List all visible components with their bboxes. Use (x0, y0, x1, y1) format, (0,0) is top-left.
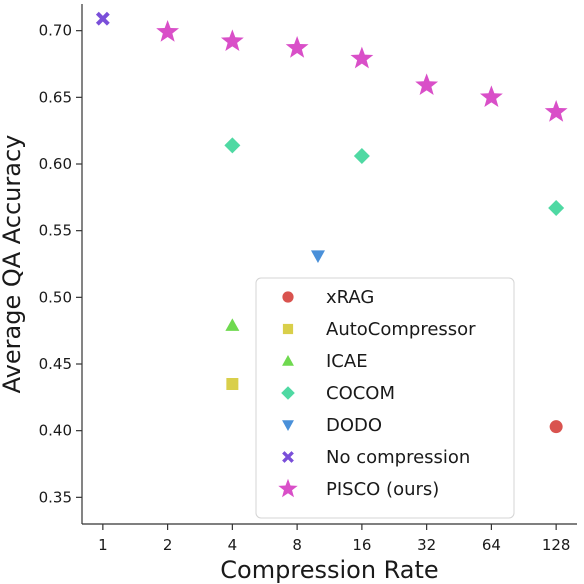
y-tick-label: 0.60 (39, 155, 72, 173)
cocom-point (224, 137, 240, 153)
icae-point (225, 318, 239, 331)
pisco-ours-point (545, 100, 568, 122)
pisco-ours-point (415, 73, 438, 95)
legend-label-icae: ICAE (326, 351, 368, 372)
y-tick-label: 0.55 (39, 222, 72, 240)
y-tick-label: 0.50 (39, 288, 72, 306)
x-tick-label: 64 (482, 536, 501, 554)
cocom-point (354, 148, 370, 164)
pisco-ours-point (480, 85, 503, 107)
y-axis-ticks: 0.35 0.40 0.45 0.50 0.55 0.60 0.65 0.70 (39, 22, 82, 507)
xrag-point (550, 420, 563, 433)
x-axis-ticks: 1 2 4 8 16 32 64 128 (98, 524, 570, 554)
x-tick-label: 1 (98, 536, 108, 554)
dodo-point (311, 250, 325, 263)
x-tick-label: 16 (352, 536, 371, 554)
autocompressor-point (226, 378, 238, 390)
legend-marker-xrag (282, 291, 293, 302)
x-axis-title: Compression Rate (220, 556, 438, 584)
legend-label-cocom: COCOM (326, 383, 395, 404)
pisco-ours-point (350, 47, 373, 69)
y-tick-label: 0.35 (39, 488, 72, 506)
y-tick-label: 0.45 (39, 355, 72, 373)
x-tick-label: 32 (417, 536, 436, 554)
pisco-ours-point (286, 36, 309, 58)
y-axis-title: Average QA Accuracy (0, 135, 26, 394)
y-tick-label: 0.40 (39, 422, 72, 440)
cocom-point (548, 200, 564, 216)
legend-label-no-compression: No compression (326, 447, 470, 468)
y-tick-label: 0.65 (39, 88, 72, 106)
no-compression-point (97, 13, 108, 24)
legend-label-dodo: DODO (326, 415, 382, 436)
legend-label-autocompressor: AutoCompressor (326, 319, 476, 340)
x-tick-label: 8 (292, 536, 302, 554)
pisco-ours-point (221, 29, 244, 51)
y-tick-label: 0.70 (39, 22, 72, 40)
x-tick-label: 4 (228, 536, 238, 554)
legend-label-pisco-ours: PISCO (ours) (326, 479, 439, 500)
legend-marker-autocompressor (283, 324, 293, 334)
x-tick-label: 2 (163, 536, 173, 554)
pisco-ours-point (156, 20, 179, 42)
legend-label-xrag: xRAG (326, 287, 374, 308)
legend: xRAG AutoCompressor ICAE COCOM DODO No compre… (256, 278, 514, 518)
x-tick-label: 128 (542, 536, 571, 554)
